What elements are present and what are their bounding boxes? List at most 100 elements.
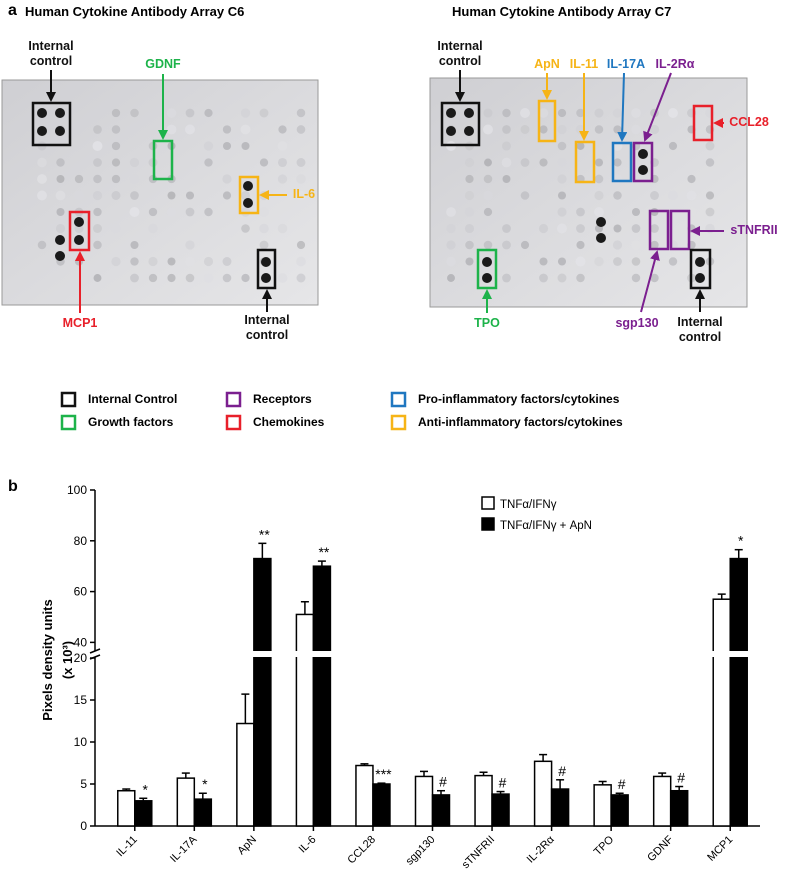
spot (538, 108, 549, 118)
spot (594, 190, 604, 201)
spot (612, 240, 623, 250)
spot (446, 207, 456, 217)
spot (259, 108, 269, 118)
break-mark (89, 648, 101, 654)
swatch (60, 391, 77, 408)
bar (491, 793, 510, 827)
spot (261, 273, 271, 283)
spot (130, 191, 139, 200)
annotation-label: CCL28 (729, 115, 769, 129)
spot (166, 207, 177, 217)
legend-label: TNFα/IFNγ (500, 499, 557, 511)
annotation-label: IL-2Rα (655, 57, 695, 71)
annotation-arrows (46, 70, 724, 313)
box (692, 104, 714, 142)
annotation-label: Internal control (244, 313, 290, 342)
spot (613, 125, 622, 134)
spot (296, 240, 306, 250)
spot (277, 157, 288, 168)
spot (502, 224, 511, 233)
spot (464, 190, 475, 201)
array-c6 (1, 79, 319, 306)
bar (312, 565, 332, 827)
spot (240, 108, 251, 118)
bar (253, 557, 272, 827)
spot (613, 224, 622, 233)
box (689, 248, 712, 290)
spot (259, 223, 269, 234)
x-tick-label: ApN (235, 834, 259, 858)
spot (482, 273, 492, 283)
spot (650, 240, 659, 250)
spot (277, 273, 288, 283)
spot (148, 273, 158, 283)
spot (539, 273, 548, 283)
spot (93, 174, 102, 184)
spot (705, 158, 715, 167)
spot (594, 207, 604, 217)
spot (465, 240, 474, 250)
spot (240, 124, 251, 135)
spot (296, 158, 306, 167)
arrow (640, 250, 660, 313)
spot (705, 108, 715, 118)
bar (414, 775, 434, 827)
bar (355, 764, 374, 827)
spot (557, 141, 567, 151)
y-axis-unit: (x 10³) (60, 641, 75, 679)
bar (533, 760, 553, 827)
spot (538, 223, 549, 234)
spot (130, 273, 139, 283)
spot (650, 273, 659, 283)
spot (596, 233, 606, 243)
spot (482, 257, 492, 267)
axis-break (87, 651, 752, 657)
x-tick-label: CCL28 (345, 834, 378, 867)
spot (185, 124, 195, 135)
bar (193, 798, 213, 827)
significance-label: # (499, 775, 507, 791)
annotation-label: sgp130 (615, 316, 659, 330)
spot (705, 141, 715, 151)
spot (222, 257, 232, 266)
spot (613, 257, 622, 266)
spot (167, 191, 176, 200)
legend-swatch (481, 517, 495, 531)
legend-label: Anti-inflammatory factors/cytokines (418, 415, 623, 429)
spot (261, 257, 271, 267)
significance-label: * (143, 781, 149, 797)
swatch (390, 414, 407, 431)
spot (557, 108, 567, 118)
spot (557, 207, 567, 217)
bar (729, 557, 748, 827)
spot (576, 224, 585, 233)
spot (446, 256, 456, 267)
spot (502, 125, 511, 134)
y-tick-label: 60 (74, 585, 88, 599)
spot (296, 273, 306, 283)
arrow (617, 72, 628, 142)
spot (74, 217, 84, 227)
spot (148, 207, 158, 217)
spot (631, 207, 641, 217)
spot (111, 141, 121, 151)
legend-swatches (60, 391, 407, 431)
spot (631, 108, 641, 118)
spot (185, 191, 195, 200)
spot (111, 256, 121, 267)
spot (465, 257, 474, 266)
spot (650, 224, 659, 233)
x-tick-label: GDNF (645, 833, 676, 864)
spot (241, 141, 250, 151)
spot (594, 256, 604, 267)
spot (74, 235, 84, 245)
x-tick-label: sgp130 (404, 834, 438, 868)
annotation-label: sTNFRII (730, 223, 778, 237)
spot (148, 256, 158, 267)
spot (446, 108, 456, 118)
spot (166, 124, 177, 135)
bar (372, 783, 391, 827)
bar (669, 789, 689, 827)
legend-label: Internal Control (88, 392, 178, 406)
box (611, 141, 633, 183)
